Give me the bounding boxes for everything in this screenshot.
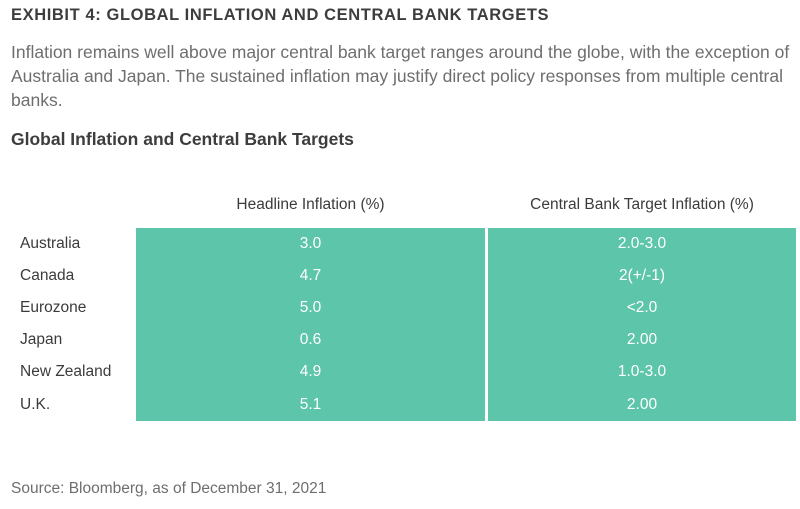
intro-paragraph: Inflation remains well above major centr… xyxy=(11,42,790,110)
cell-headline: 4.7 xyxy=(299,267,322,284)
table-row: New Zealand 4.9 1.0-3.0 xyxy=(0,356,800,388)
exhibit-title: EXHIBIT 4: GLOBAL INFLATION AND CENTRAL … xyxy=(11,6,550,24)
table-row: Japan 0.6 2.00 xyxy=(0,324,800,356)
inflation-table: Australia 3.0 2.0-3.0 Canada 4.7 2(+/-1)… xyxy=(0,228,800,421)
cell-target: 2.00 xyxy=(626,396,658,413)
table-row: Australia 3.0 2.0-3.0 xyxy=(0,228,800,260)
row-label-country: Japan xyxy=(20,331,63,348)
cell-headline: 5.0 xyxy=(299,299,322,316)
cell-target: 1.0-3.0 xyxy=(617,363,667,380)
row-label-country: Australia xyxy=(20,235,81,252)
headline-column-band xyxy=(136,228,485,421)
cell-headline: 4.9 xyxy=(299,363,322,380)
row-label-country: Canada xyxy=(20,267,75,284)
cell-target: 2.00 xyxy=(626,331,658,348)
row-label-country: U.K. xyxy=(20,396,51,413)
cell-target: 2.0-3.0 xyxy=(617,235,667,252)
table-row: Eurozone 5.0 <2.0 xyxy=(0,292,800,324)
row-label-country: Eurozone xyxy=(20,299,87,316)
table-row: Canada 4.7 2(+/-1) xyxy=(0,260,800,292)
source-note: Source: Bloomberg, as of December 31, 20… xyxy=(11,480,327,497)
cell-headline: 3.0 xyxy=(299,235,322,252)
cell-headline: 0.6 xyxy=(299,331,322,348)
column-header-headline: Headline Inflation (%) xyxy=(236,196,385,213)
target-column-band xyxy=(488,228,796,421)
table-row: U.K. 5.1 2.00 xyxy=(0,389,800,421)
cell-target: 2(+/-1) xyxy=(618,267,666,284)
column-header-target: Central Bank Target Inflation (%) xyxy=(530,196,754,213)
row-label-country: New Zealand xyxy=(20,363,112,380)
cell-target: <2.0 xyxy=(626,299,658,316)
table-title: Global Inflation and Central Bank Target… xyxy=(11,129,354,149)
cell-headline: 5.1 xyxy=(299,396,322,413)
